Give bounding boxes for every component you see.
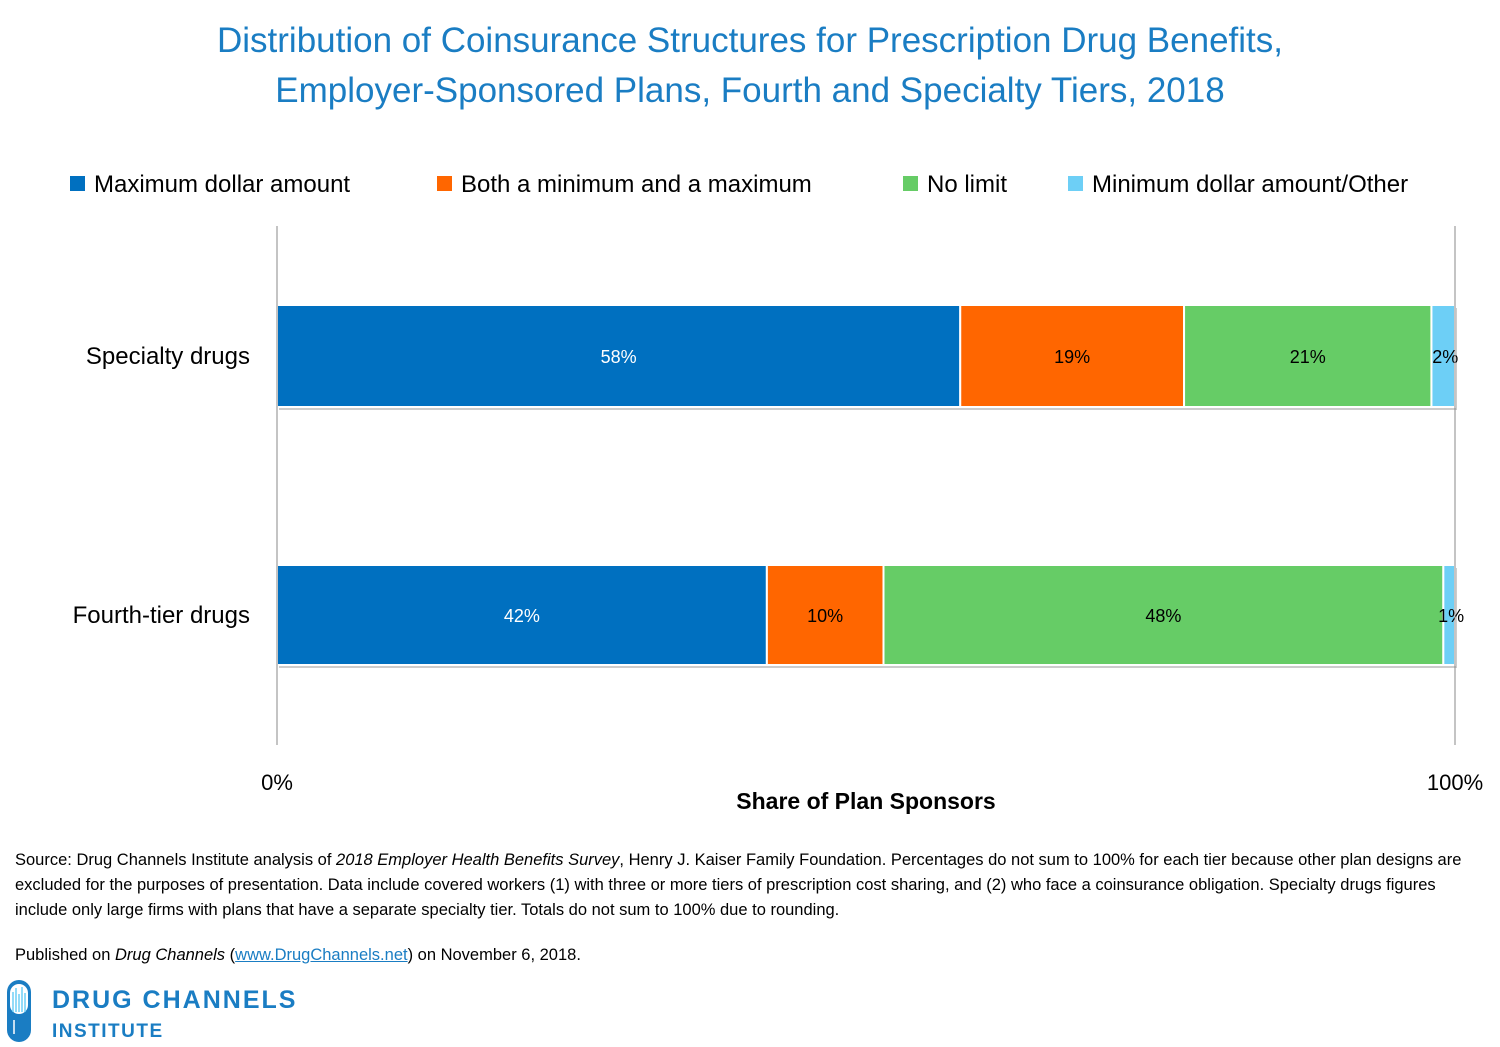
data-label-1-3: 1% [1438,606,1464,626]
legend: Maximum dollar amount Both a minimum and … [70,171,1408,198]
data-label-0-1: 19% [1054,347,1090,367]
published-italic: Drug Channels [115,946,226,964]
legend-swatch-2 [903,176,918,191]
bar-segment-0-1 [959,304,1186,408]
published-note: Published on Drug Channels (www.DrugChan… [15,946,581,965]
legend-swatch-0 [70,176,85,191]
source-note: Source: Drug Channels Institute analysis… [15,848,1485,923]
source-prefix: Source: Drug Channels Institute analysis… [15,851,337,869]
legend-swatch-3 [1068,176,1083,191]
pill-logo-icon [7,980,31,1042]
category-label-1: Fourth-tier drugs [73,602,250,629]
published-open: ( [225,946,236,964]
chart-title-line-1: Distribution of Coinsurance Structures f… [217,21,1283,60]
category-label-0: Specialty drugs [86,343,250,370]
legend-label-1: Both a minimum and a maximum [461,171,812,198]
legend-label-0: Maximum dollar amount [94,171,350,198]
logo-line-2: INSTITUTE [52,1021,164,1042]
legend-swatch-1 [437,176,452,191]
published-prefix: Published on [15,946,115,964]
bar-segment-1-1 [765,564,885,666]
data-label-0-3: 2% [1432,347,1458,367]
source-survey-title: 2018 Employer Health Benefits Survey [336,851,620,869]
bar-segment-1-0 [276,564,768,666]
bar-segment-1-2 [882,564,1445,666]
bars: Specialty drugs 58% 19% 21% 2% Fourth-tier dr… [73,304,1464,668]
bar-segment-0-0 [276,304,962,408]
source-rest: , Henry J. Kaiser Family Foundation. Per… [15,851,1462,919]
chart-title-line-2: Employer-Sponsored Plans, Fourth and Spe… [275,71,1224,110]
legend-label-3: Minimum dollar amount/Other [1092,171,1408,198]
drugchannels-link[interactable]: www.DrugChannels.net [235,946,408,964]
data-label-0-0: 58% [601,347,637,367]
stacked-bar-chart: Distribution of Coinsurance Structures f… [70,21,1483,814]
x-axis-label: Share of Plan Sponsors [736,788,995,814]
drug-channels-institute-logo: DRUG CHANNELS INSTITUTE [7,980,297,1042]
bar-segment-0-2 [1183,304,1433,408]
logo-line-1: DRUG CHANNELS [52,986,297,1014]
data-label-1-0: 42% [504,606,540,626]
x-tick-0: 0% [261,770,293,795]
published-suffix: ) on November 6, 2018. [407,946,581,964]
data-label-1-1: 10% [807,606,843,626]
data-label-0-2: 21% [1290,347,1326,367]
data-label-1-2: 48% [1145,606,1181,626]
x-tick-100: 100% [1427,770,1483,795]
legend-label-2: No limit [927,171,1007,198]
